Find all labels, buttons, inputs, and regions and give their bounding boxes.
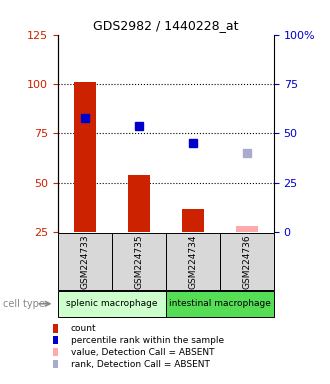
Text: GSM224736: GSM224736 [242,234,251,289]
Text: value, Detection Call = ABSENT: value, Detection Call = ABSENT [71,348,214,357]
Text: GSM224733: GSM224733 [80,234,89,289]
Text: percentile rank within the sample: percentile rank within the sample [71,336,224,345]
Bar [166,233,220,290]
Bar [128,175,149,232]
Text: GSM224734: GSM224734 [188,234,197,289]
Bar [182,209,204,232]
Bar [58,233,112,290]
Bar [74,82,96,232]
Text: splenic macrophage: splenic macrophage [66,299,157,308]
Bar [58,291,166,317]
Text: cell type: cell type [3,299,45,309]
Bar [236,227,258,232]
Text: rank, Detection Call = ABSENT: rank, Detection Call = ABSENT [71,359,210,369]
Title: GDS2982 / 1440228_at: GDS2982 / 1440228_at [93,19,239,32]
Bar [220,233,274,290]
Bar [112,233,166,290]
Bar [166,291,274,317]
Text: GSM224735: GSM224735 [134,234,143,289]
Text: intestinal macrophage: intestinal macrophage [169,299,271,308]
Text: count: count [71,324,97,333]
